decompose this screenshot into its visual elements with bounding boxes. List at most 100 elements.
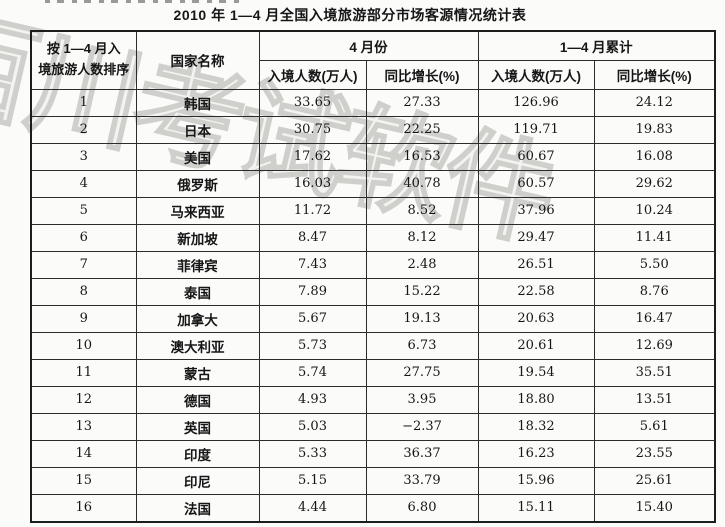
cum-arrivals-cell: 15.11 bbox=[477, 493, 595, 523]
cum-arrivals-cell: 29.47 bbox=[477, 223, 595, 252]
april-arrivals-cell: 33.65 bbox=[258, 88, 367, 117]
cum-arrivals-cell: 37.96 bbox=[477, 196, 595, 225]
april-growth-cell: 22.25 bbox=[365, 115, 479, 144]
table-row: 3 美国 17.62 16.53 60.67 16.08 bbox=[30, 142, 716, 171]
cum-arrivals-cell: 22.58 bbox=[477, 277, 595, 306]
rank-cell: 9 bbox=[30, 304, 137, 333]
header-april-arrivals: 入境人数(万人) bbox=[258, 59, 367, 90]
country-cell: 菲律宾 bbox=[135, 250, 260, 279]
cum-growth-cell: 19.83 bbox=[593, 115, 716, 144]
country-cell: 日本 bbox=[135, 115, 260, 144]
rank-cell: 15 bbox=[30, 466, 137, 495]
cum-growth-cell: 24.12 bbox=[593, 88, 716, 117]
header-cumulative-group: 1—4 月累计 bbox=[477, 30, 716, 61]
table-row: 9 加拿大 5.67 19.13 20.63 16.47 bbox=[30, 304, 716, 333]
cum-growth-cell: 12.69 bbox=[593, 331, 716, 360]
table-row: 2 日本 30.75 22.25 119.71 19.83 bbox=[30, 115, 716, 144]
country-cell: 英国 bbox=[135, 412, 260, 441]
april-arrivals-cell: 8.47 bbox=[258, 223, 367, 252]
table-row: 16 法国 4.44 6.80 15.11 15.40 bbox=[30, 493, 716, 523]
cum-arrivals-cell: 20.61 bbox=[477, 331, 595, 360]
april-arrivals-cell: 5.74 bbox=[258, 358, 367, 387]
april-growth-cell: 27.75 bbox=[365, 358, 479, 387]
cum-growth-cell: 16.47 bbox=[593, 304, 716, 333]
table-row: 8 泰国 7.89 15.22 22.58 8.76 bbox=[30, 277, 716, 306]
table-row: 5 马来西亚 11.72 8.52 37.96 10.24 bbox=[30, 196, 716, 225]
table-header: 按 1—4 月入 境旅游人数排序 国家名称 4 月份 1—4 月累计 入境人数(… bbox=[30, 30, 716, 90]
header-rank-line2: 境旅游人数排序 bbox=[38, 62, 130, 78]
april-growth-cell: 36.37 bbox=[365, 439, 479, 468]
april-arrivals-cell: 5.67 bbox=[258, 304, 367, 333]
cum-growth-cell: 8.76 bbox=[593, 277, 716, 306]
april-arrivals-cell: 16.03 bbox=[258, 169, 367, 198]
april-arrivals-cell: 5.73 bbox=[258, 331, 367, 360]
table-row: 1 韩国 33.65 27.33 126.96 24.12 bbox=[30, 88, 716, 117]
april-arrivals-cell: 5.33 bbox=[258, 439, 367, 468]
april-growth-cell: 6.73 bbox=[365, 331, 479, 360]
header-cum-arrivals: 入境人数(万人) bbox=[477, 59, 595, 90]
rank-cell: 5 bbox=[30, 196, 137, 225]
country-cell: 澳大利亚 bbox=[135, 331, 260, 360]
april-arrivals-cell: 4.44 bbox=[258, 493, 367, 523]
header-rank-line1: 按 1—4 月入 bbox=[46, 41, 121, 57]
april-growth-cell: 8.12 bbox=[365, 223, 479, 252]
cum-arrivals-cell: 19.54 bbox=[477, 358, 595, 387]
statistics-table: 按 1—4 月入 境旅游人数排序 国家名称 4 月份 1—4 月累计 入境人数(… bbox=[30, 30, 717, 523]
cum-growth-cell: 25.61 bbox=[593, 466, 716, 495]
rank-cell: 10 bbox=[30, 331, 137, 360]
april-growth-cell: 6.80 bbox=[365, 493, 479, 523]
country-cell: 美国 bbox=[135, 142, 260, 171]
page-title: 2010 年 1—4 月全国入境旅游部分市场客源情况统计表 bbox=[173, 7, 527, 23]
country-cell: 蒙古 bbox=[135, 358, 260, 387]
april-arrivals-cell: 17.62 bbox=[258, 142, 367, 171]
country-cell: 法国 bbox=[135, 493, 260, 523]
rank-cell: 2 bbox=[30, 115, 137, 144]
april-growth-cell: −2.37 bbox=[365, 412, 479, 441]
country-cell: 韩国 bbox=[135, 88, 260, 117]
april-growth-cell: 3.95 bbox=[365, 385, 479, 414]
april-arrivals-cell: 30.75 bbox=[258, 115, 367, 144]
table-row: 11 蒙古 5.74 27.75 19.54 35.51 bbox=[30, 358, 716, 387]
april-arrivals-cell: 5.03 bbox=[258, 412, 367, 441]
country-cell: 新加坡 bbox=[135, 223, 260, 252]
country-cell: 泰国 bbox=[135, 277, 260, 306]
header-country: 国家名称 bbox=[135, 30, 260, 90]
cum-growth-cell: 10.24 bbox=[593, 196, 716, 225]
rank-cell: 6 bbox=[30, 223, 137, 252]
rank-cell: 14 bbox=[30, 439, 137, 468]
april-arrivals-cell: 7.89 bbox=[258, 277, 367, 306]
cum-arrivals-cell: 60.57 bbox=[477, 169, 595, 198]
rank-cell: 4 bbox=[30, 169, 137, 198]
country-cell: 加拿大 bbox=[135, 304, 260, 333]
header-sub-row: 入境人数(万人) 同比增长(%) 入境人数(万人) 同比增长(%) bbox=[31, 59, 716, 90]
table-row: 13 英国 5.03 −2.37 18.32 5.61 bbox=[30, 412, 716, 441]
april-growth-cell: 27.33 bbox=[365, 88, 479, 117]
country-cell: 印尼 bbox=[135, 466, 260, 495]
april-growth-cell: 40.78 bbox=[365, 169, 479, 198]
rank-cell: 12 bbox=[30, 385, 137, 414]
cum-growth-cell: 23.55 bbox=[593, 439, 716, 468]
rank-cell: 8 bbox=[30, 277, 137, 306]
april-arrivals-cell: 5.15 bbox=[258, 466, 367, 495]
april-growth-cell: 15.22 bbox=[365, 277, 479, 306]
header-april-growth: 同比增长(%) bbox=[365, 59, 479, 90]
cum-arrivals-cell: 119.71 bbox=[477, 115, 595, 144]
april-growth-cell: 2.48 bbox=[365, 250, 479, 279]
table-row: 15 印尼 5.15 33.79 15.96 25.61 bbox=[30, 466, 716, 495]
rank-cell: 16 bbox=[30, 493, 137, 523]
april-growth-cell: 19.13 bbox=[365, 304, 479, 333]
cum-arrivals-cell: 60.67 bbox=[477, 142, 595, 171]
cum-growth-cell: 29.62 bbox=[593, 169, 716, 198]
rank-cell: 3 bbox=[30, 142, 137, 171]
april-arrivals-cell: 7.43 bbox=[258, 250, 367, 279]
cum-growth-cell: 5.50 bbox=[593, 250, 716, 279]
april-arrivals-cell: 11.72 bbox=[258, 196, 367, 225]
cum-growth-cell: 35.51 bbox=[593, 358, 716, 387]
cropped-text-remnant bbox=[45, 0, 240, 3]
april-growth-cell: 8.52 bbox=[365, 196, 479, 225]
cum-arrivals-cell: 18.32 bbox=[477, 412, 595, 441]
cum-arrivals-cell: 15.96 bbox=[477, 466, 595, 495]
cum-growth-cell: 16.08 bbox=[593, 142, 716, 171]
country-cell: 印度 bbox=[135, 439, 260, 468]
cum-growth-cell: 11.41 bbox=[593, 223, 716, 252]
